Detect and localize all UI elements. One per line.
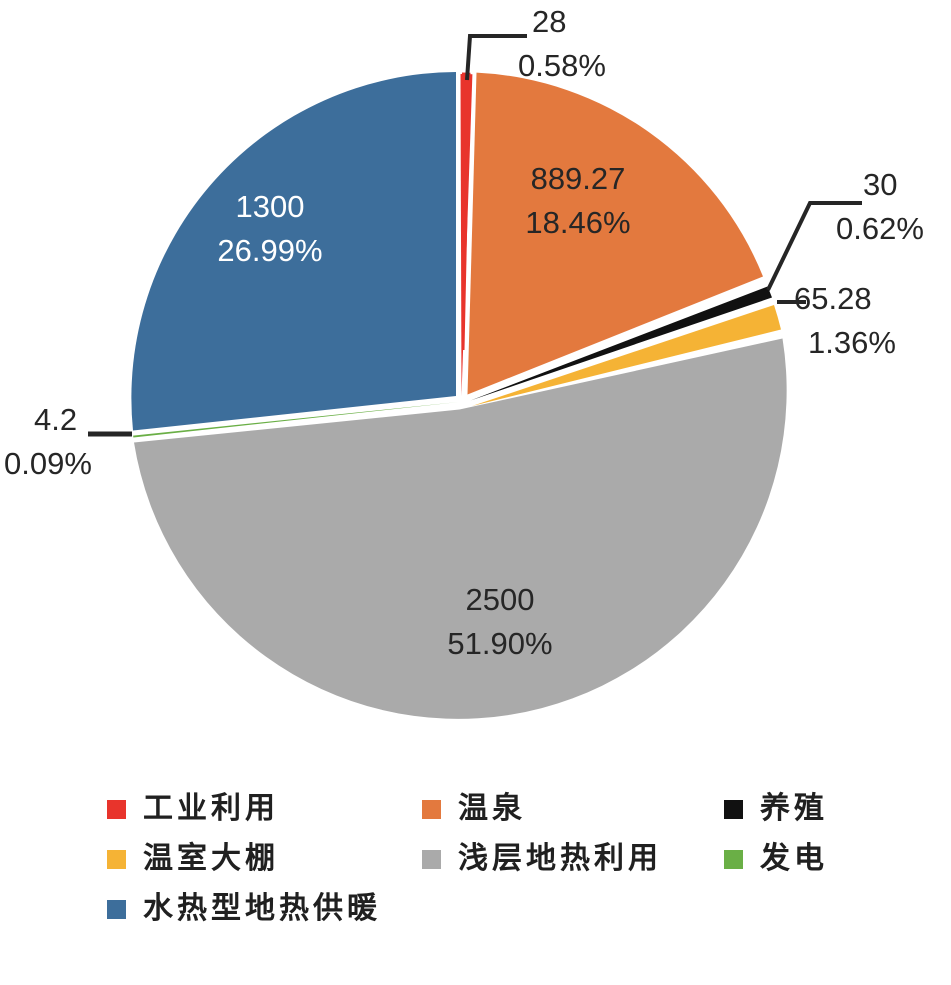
slice-label-hydrothermal-heating: 1300 26.99%	[175, 185, 365, 273]
pie-slice-hot-spring[interactable]	[467, 72, 764, 395]
legend-label-hot-spring: 温泉	[458, 792, 526, 825]
pie-slice-hydrothermal-heating[interactable]	[131, 72, 456, 431]
pie-slice-shallow-geothermal[interactable]	[134, 338, 787, 719]
legend-swatch-icon-power-generation	[724, 849, 743, 869]
legend-swatch-icon-industrial-use	[107, 799, 126, 819]
slice-percent-industrial-use: 0.58%	[518, 48, 606, 84]
legend-swatch-icon-hydrothermal-heating	[107, 899, 126, 919]
legend-label-shallow-geothermal: 浅层地热利用	[458, 842, 662, 875]
legend-item-shallow-geothermal[interactable]: 浅层地热利用	[422, 844, 662, 874]
pie-slice-industrial-use-body[interactable]	[462, 72, 471, 351]
slice-value-shallow-geothermal: 2500	[465, 582, 535, 617]
legend-label-hydrothermal-heating: 水热型地热供暖	[143, 892, 381, 925]
legend-label-power-generation: 发电	[760, 842, 828, 875]
legend-label-greenhouse: 温室大棚	[143, 842, 279, 875]
slice-label-shallow-geothermal: 2500 51.90%	[400, 578, 600, 666]
legend-label-aquaculture: 养殖	[760, 792, 828, 825]
legend-swatch-icon-greenhouse	[107, 849, 126, 869]
pie-slice-power-generation[interactable]	[133, 402, 459, 438]
legend-swatch-icon-aquaculture	[724, 799, 743, 819]
slice-label-greenhouse: 65.28 1.36%	[770, 277, 945, 365]
legend-swatch-icon-hot-spring	[422, 799, 441, 819]
pie-slice-aquaculture[interactable]	[470, 286, 773, 401]
slice-value-greenhouse: 65.28	[794, 281, 872, 316]
legend-item-aquaculture[interactable]: 养殖	[724, 794, 828, 824]
slice-percent-hot-spring: 18.46%	[525, 205, 631, 241]
slice-value-aquaculture: 30	[863, 167, 898, 202]
legend-item-greenhouse[interactable]: 温室大棚	[107, 844, 279, 874]
slice-percent-aquaculture: 0.62%	[836, 211, 924, 247]
legend-item-power-generation[interactable]: 发电	[724, 844, 828, 874]
legend-label-industrial-use: 工业利用	[143, 792, 279, 825]
leader-line-aquaculture	[766, 201, 862, 291]
slice-label-industrial-use: 28 0.58%	[470, 0, 660, 88]
slice-label-power-generation: 4.2 0.09%	[2, 398, 132, 486]
legend-item-industrial-use[interactable]: 工业利用	[107, 794, 279, 824]
legend-swatch-icon-shallow-geothermal	[422, 849, 441, 869]
slice-value-power-generation: 4.2	[34, 402, 78, 437]
slice-value-hydrothermal-heating: 1300	[235, 189, 305, 224]
leader-line-industrial-use	[465, 34, 527, 81]
slice-label-hot-spring: 889.27 18.46%	[468, 157, 688, 245]
slice-label-aquaculture: 30 0.62%	[806, 163, 946, 251]
legend-item-hot-spring[interactable]: 温泉	[422, 794, 526, 824]
slice-percent-greenhouse: 1.36%	[808, 325, 896, 361]
slice-value-hot-spring: 889.27	[530, 161, 626, 196]
slice-percent-hydrothermal-heating: 26.99%	[217, 233, 323, 269]
legend-item-hydrothermal-heating[interactable]: 水热型地热供暖	[107, 894, 381, 924]
slice-percent-shallow-geothermal: 51.90%	[447, 626, 553, 662]
pie-slice-greenhouse[interactable]	[472, 305, 781, 406]
pie-chart-canvas	[88, 34, 862, 719]
slice-value-industrial-use: 28	[532, 4, 567, 39]
slice-percent-power-generation: 0.09%	[4, 446, 92, 482]
chart-legend: 工业利用 温泉 养殖 温室大棚 浅层地热利用 发电 水热型地热供暖	[0, 782, 951, 982]
